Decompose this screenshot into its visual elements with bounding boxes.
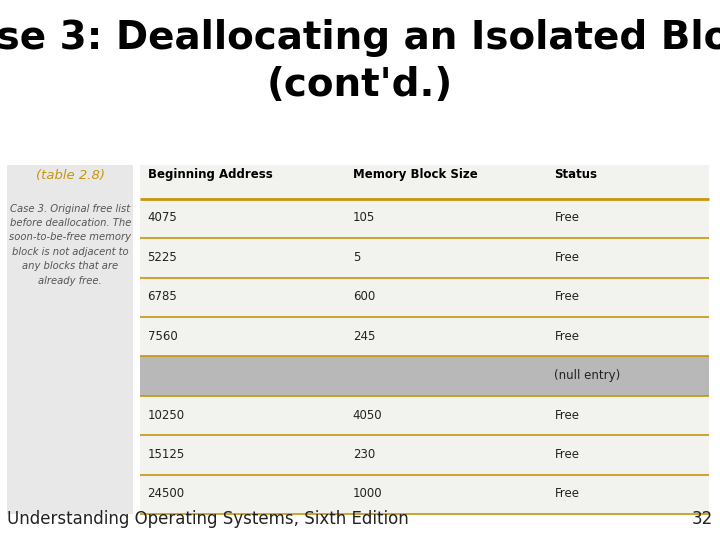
Text: 10250: 10250: [148, 409, 185, 422]
Text: 24500: 24500: [148, 488, 185, 501]
Text: 230: 230: [353, 448, 375, 461]
Text: 7560: 7560: [148, 329, 177, 343]
Bar: [7, 165, 133, 514]
Text: 105: 105: [353, 212, 375, 225]
Text: Understanding Operating Systems, Sixth Edition: Understanding Operating Systems, Sixth E…: [7, 510, 409, 528]
Text: Free: Free: [554, 409, 580, 422]
Text: 5225: 5225: [148, 251, 177, 264]
Text: Free: Free: [554, 251, 580, 264]
Text: 5: 5: [353, 251, 360, 264]
Text: 4050: 4050: [353, 409, 382, 422]
Text: Free: Free: [554, 488, 580, 501]
Text: Free: Free: [554, 448, 580, 461]
Text: Status: Status: [554, 168, 598, 181]
Bar: [140, 356, 709, 396]
Text: Free: Free: [554, 212, 580, 225]
Text: Memory Block Size: Memory Block Size: [353, 168, 477, 181]
Text: Case 3: Deallocating an Isolated Block: Case 3: Deallocating an Isolated Block: [0, 19, 720, 57]
Text: Free: Free: [554, 329, 580, 343]
Text: 245: 245: [353, 329, 375, 343]
Bar: [140, 165, 709, 514]
Text: (cont'd.): (cont'd.): [267, 66, 453, 104]
Text: Free: Free: [554, 291, 580, 303]
Text: Case 3. Original free list
before deallocation. The
soon-to-be-free memory
block: Case 3. Original free list before deallo…: [9, 204, 131, 286]
Text: 6785: 6785: [148, 291, 177, 303]
Text: (table 2.8): (table 2.8): [36, 169, 104, 182]
Text: (null entry): (null entry): [554, 369, 621, 382]
Text: 600: 600: [353, 291, 375, 303]
Text: 32: 32: [691, 510, 713, 528]
Text: 4075: 4075: [148, 212, 177, 225]
Text: 1000: 1000: [353, 488, 382, 501]
Text: 15125: 15125: [148, 448, 185, 461]
Text: Beginning Address: Beginning Address: [148, 168, 272, 181]
